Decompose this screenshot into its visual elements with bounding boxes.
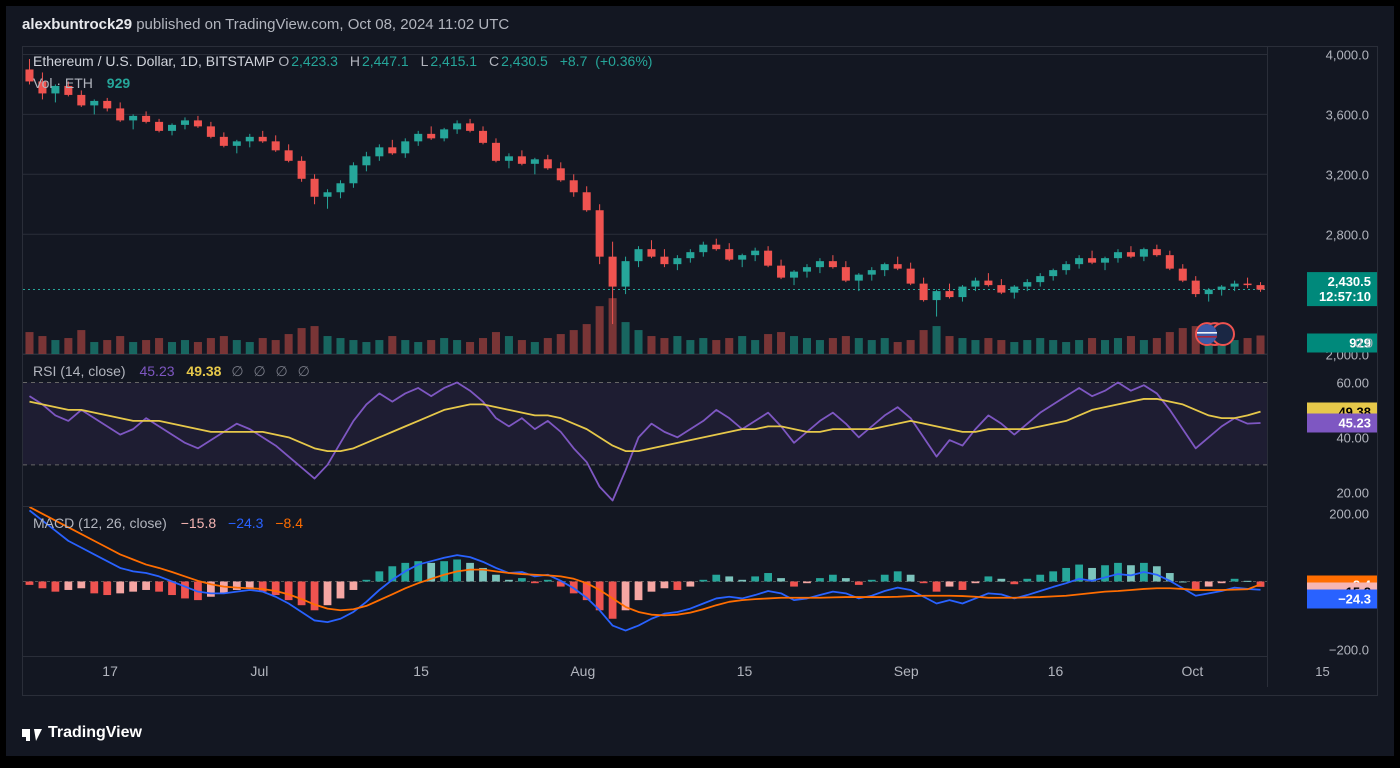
rsi-legend: RSI (14, close) 45.23 49.38 ∅ ∅ ∅ ∅ [33,363,310,380]
ohlc-change-pct: (+0.36%) [595,53,652,69]
price-axis[interactable]: 4,000.03,600.03,200.02,800.02,000.02,430… [1267,47,1377,355]
rsi-null2: ∅ [253,363,265,379]
macd-v3: −8.4 [275,515,303,531]
price-legend: Ethereum / U.S. Dollar, 1D, BITSTAMP 2,4… [33,53,652,69]
symbol: Ethereum / U.S. Dollar, 1D, BITSTAMP [33,53,274,69]
chart-root: alexbuntrock29 published on TradingView.… [6,6,1394,756]
time-axis-right: 15 [1267,657,1377,687]
macd-pane[interactable]: MACD (12, 26, close) −15.8 −24.3 −8.4 [23,507,1267,657]
ohlc-low: 2,415.1 [413,53,478,69]
header-date: Oct 08, 2024 11:02 UTC [348,16,509,33]
footer-logo: TradingView [22,724,142,742]
rsi-label: RSI (14, close) [33,363,126,379]
rsi-null1: ∅ [231,363,243,379]
vol-value: 929 [107,75,130,91]
footer-text: TradingView [48,724,142,742]
tradingview-icon [22,725,42,741]
rsi-null3: ∅ [276,363,288,379]
ohlc-high: 2,447.1 [342,53,409,69]
publish-header: alexbuntrock29 published on TradingView.… [6,6,1394,41]
rsi-v1: 45.23 [139,363,174,379]
vol-label: Vol · ETH [33,75,93,91]
macd-label: MACD (12, 26, close) [33,515,167,531]
rsi-v2: 49.38 [186,363,221,379]
macd-v2: −24.3 [228,515,263,531]
time-axis[interactable]: 17Jul15Aug15Sep16Oct [23,657,1267,687]
price-pane[interactable]: Ethereum / U.S. Dollar, 1D, BITSTAMP 2,4… [23,47,1267,355]
ohlc-change: +8.7 [560,53,588,69]
author: alexbuntrock29 [22,16,132,33]
rsi-pane[interactable]: RSI (14, close) 45.23 49.38 ∅ ∅ ∅ ∅ [23,355,1267,507]
volume-legend: Vol · ETH 929 [33,75,130,91]
header-mid: published on TradingView.com, [132,16,348,33]
rsi-null4: ∅ [298,363,310,379]
chart-container[interactable]: Ethereum / U.S. Dollar, 1D, BITSTAMP 2,4… [22,46,1378,696]
macd-axis[interactable]: 200.00−200.0−8.4−15.8−24.3 [1267,507,1377,657]
ohlc-open: 2,423.3 [278,53,338,69]
price-svg [23,47,1267,354]
macd-v1: −15.8 [181,515,216,531]
rsi-axis[interactable]: 60.0040.0020.0049.3845.23 [1267,355,1377,507]
macd-legend: MACD (12, 26, close) −15.8 −24.3 −8.4 [33,515,303,531]
ohlc-close: 2,430.5 [481,53,548,69]
